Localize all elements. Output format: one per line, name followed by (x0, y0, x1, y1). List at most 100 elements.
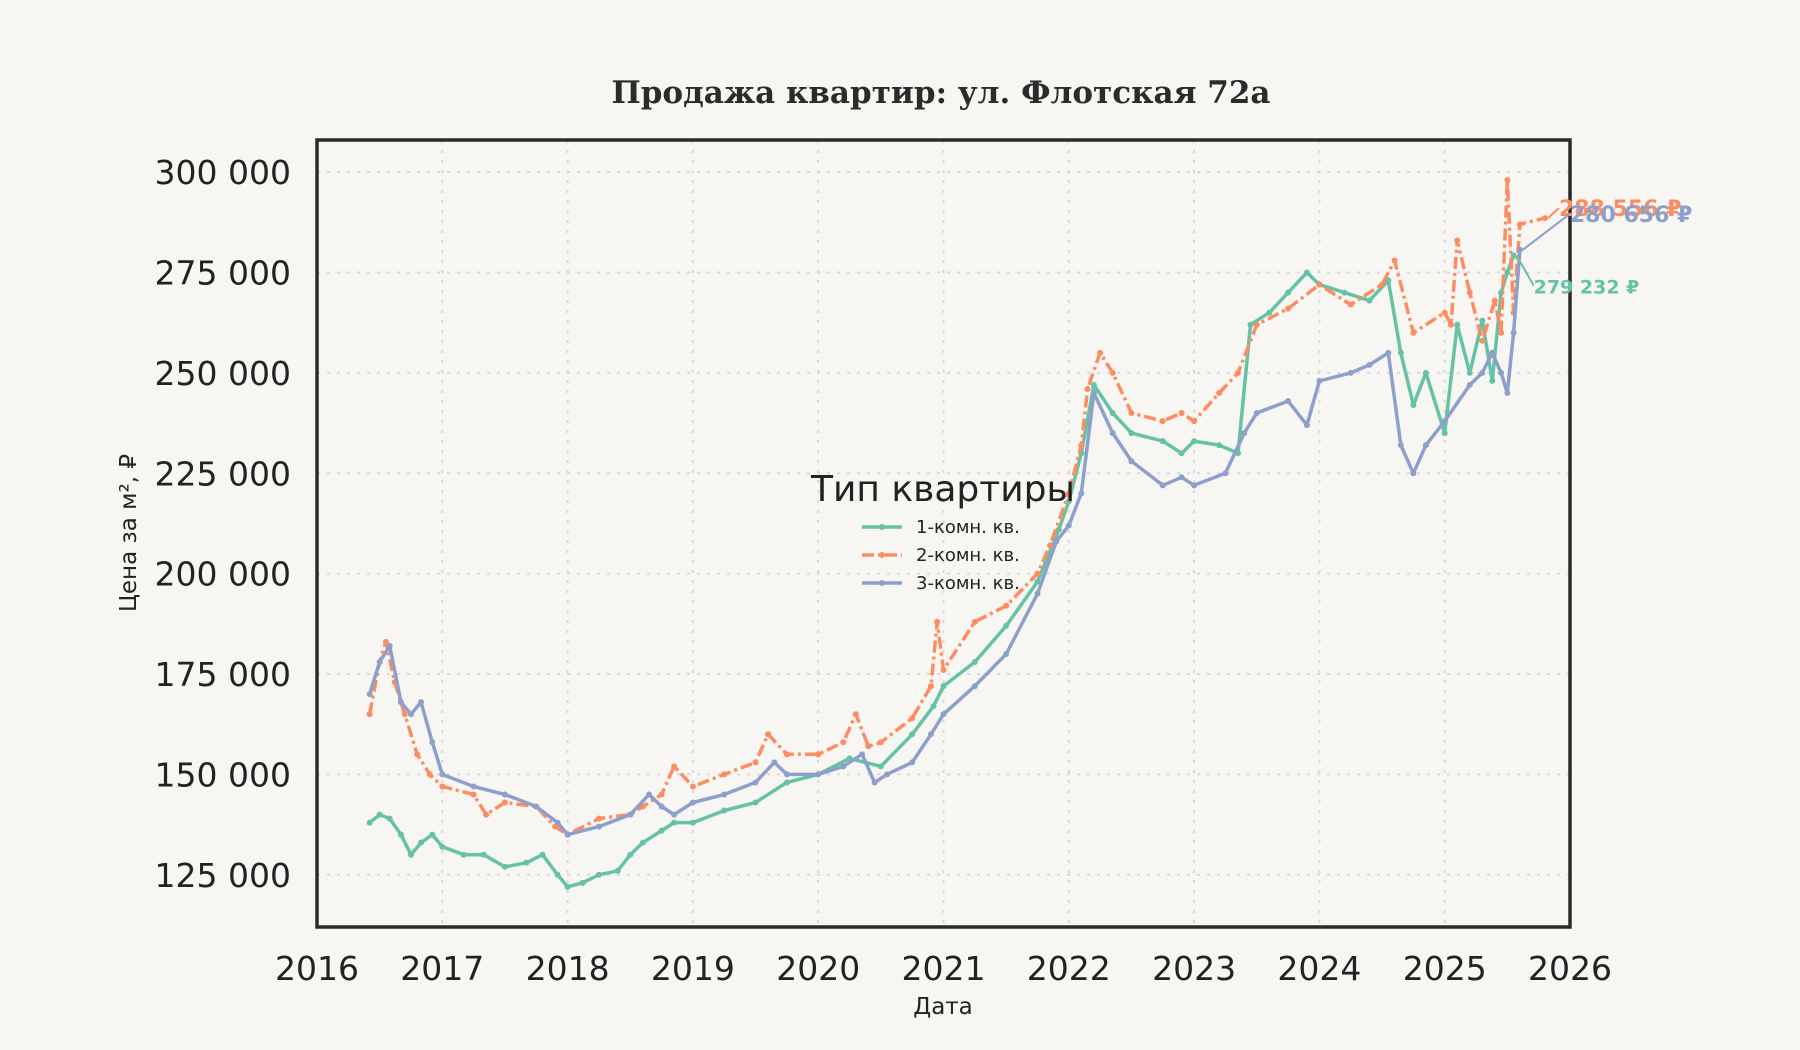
legend-label: 3-комн. кв. (916, 573, 1020, 594)
data-point (1003, 650, 1010, 657)
data-point (483, 811, 490, 818)
x-tick-label: 2022 (1027, 949, 1111, 988)
data-point (429, 831, 436, 838)
annotation-label: 279 232 ₽ (1534, 277, 1640, 299)
data-point (940, 683, 947, 690)
data-point (658, 827, 665, 834)
data-point (765, 731, 772, 738)
data-point (1078, 490, 1085, 497)
data-point (1410, 402, 1417, 409)
data-point (689, 783, 696, 790)
data-point (971, 658, 978, 665)
data-point (1466, 381, 1473, 388)
data-point (414, 751, 421, 758)
data-point (1285, 305, 1292, 312)
data-point (1479, 317, 1486, 324)
plot-frame (315, 138, 1572, 929)
data-point (439, 771, 446, 778)
x-axis-ticks: 2016 2017 2018 2019 2020 2021 2022 2023 2024 2025… (275, 949, 1612, 988)
data-point (721, 771, 728, 778)
data-point (1397, 442, 1404, 449)
data-point (439, 783, 446, 790)
y-tick-label: 275 000 (155, 254, 291, 293)
legend-label: 2-комн. кв. (916, 545, 1020, 566)
annotation-arrow (1522, 213, 1571, 251)
data-point (877, 739, 884, 746)
data-point (523, 859, 530, 866)
data-point (1216, 389, 1223, 396)
data-point (1441, 430, 1448, 437)
data-point (1253, 410, 1260, 417)
data-point (1178, 450, 1185, 457)
data-point (1510, 252, 1517, 259)
data-point (1347, 301, 1354, 308)
data-point (877, 763, 884, 770)
data-point (1341, 289, 1348, 296)
data-point (1034, 570, 1041, 577)
data-point (376, 811, 383, 818)
legend-marker (879, 552, 885, 558)
data-point (1466, 289, 1473, 296)
chart-title: Продажа квартир: ул. Флотская 72а (611, 75, 1270, 111)
data-point (1285, 289, 1292, 296)
data-point (470, 791, 477, 798)
data-point (1422, 369, 1429, 376)
x-tick-label: 2023 (1152, 949, 1236, 988)
data-point (1504, 177, 1511, 184)
data-point (407, 851, 414, 858)
data-point (930, 703, 937, 710)
data-point (382, 638, 389, 645)
data-point (971, 683, 978, 690)
x-tick-label: 2017 (400, 949, 484, 988)
data-point (1178, 474, 1185, 481)
data-point (639, 839, 646, 846)
data-point (1090, 381, 1097, 388)
data-point (1397, 349, 1404, 356)
data-point (407, 711, 414, 718)
data-point (1159, 418, 1166, 425)
data-point (909, 759, 916, 766)
y-tick-label: 200 000 (155, 555, 291, 594)
data-point (1109, 430, 1116, 437)
data-point (1504, 389, 1511, 396)
data-point (1003, 622, 1010, 629)
data-point (470, 783, 477, 790)
data-point (1498, 329, 1505, 336)
x-tick-label: 2025 (1403, 949, 1487, 988)
data-point (501, 791, 508, 798)
data-point (614, 867, 621, 874)
y-tick-label: 250 000 (155, 354, 291, 393)
x-tick-label: 2024 (1277, 949, 1361, 988)
annotation-arrow (1547, 207, 1560, 219)
data-point (501, 799, 508, 806)
data-point (501, 863, 508, 870)
data-point (971, 618, 978, 625)
data-point (721, 807, 728, 814)
data-point (1159, 438, 1166, 445)
data-point (884, 771, 891, 778)
data-point (1034, 578, 1041, 585)
data-point (1479, 369, 1486, 376)
series-line (367, 178, 1546, 837)
data-point (1241, 430, 1248, 437)
data-point (658, 803, 665, 810)
data-point (1266, 309, 1273, 316)
data-point (1065, 522, 1072, 529)
data-point (927, 683, 934, 690)
data-point (533, 803, 540, 810)
series-3-комн. кв. (366, 246, 1523, 838)
data-point (1410, 329, 1417, 336)
series-layer (366, 177, 1548, 890)
data-point (1109, 410, 1116, 417)
data-point (783, 751, 790, 758)
data-point (852, 711, 859, 718)
data-point (426, 771, 433, 778)
data-point (752, 779, 759, 786)
data-point (480, 851, 487, 858)
x-tick-label: 2016 (275, 949, 359, 988)
data-point (1441, 309, 1448, 316)
y-axis-label: Цена за м², ₽ (116, 454, 142, 612)
data-point (1159, 482, 1166, 489)
data-point (1347, 369, 1354, 376)
data-point (366, 819, 373, 826)
